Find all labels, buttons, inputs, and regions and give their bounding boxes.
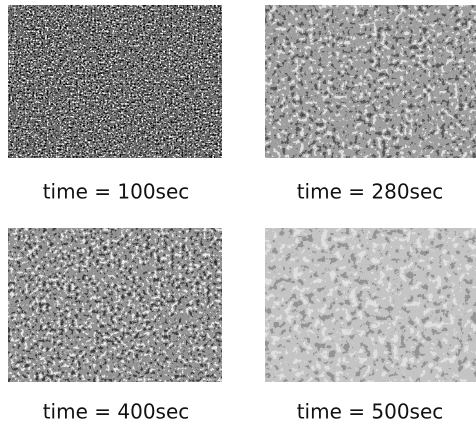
micrograph (8, 228, 222, 382)
caption: time = 100sec (43, 180, 190, 204)
micrograph (265, 228, 476, 382)
caption: time = 280sec (297, 180, 444, 204)
micrograph (8, 5, 222, 158)
caption: time = 500sec (297, 400, 444, 424)
micrograph (265, 5, 476, 158)
caption: time = 400sec (43, 400, 190, 424)
